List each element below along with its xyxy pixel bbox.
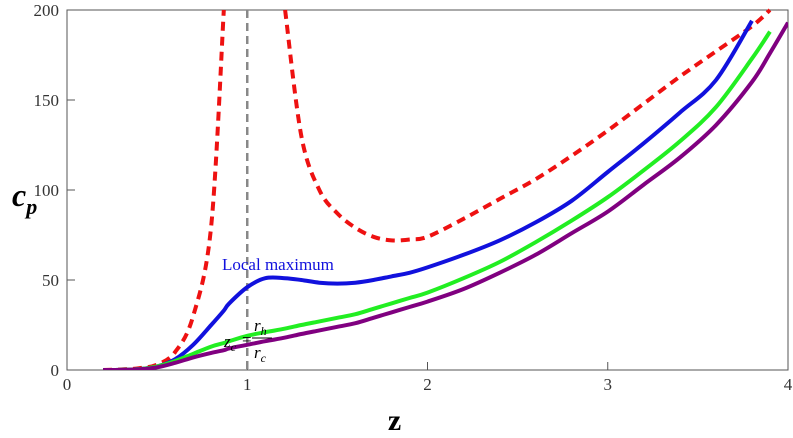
series-line bbox=[102, 8, 772, 370]
formula-num-main: r bbox=[254, 316, 261, 335]
x-tick-label: 0 bbox=[63, 375, 72, 394]
series-line bbox=[103, 19, 754, 370]
formula-num: rh bbox=[254, 316, 267, 338]
x-tick-label: 3 bbox=[604, 375, 613, 394]
y-axis-label: cp bbox=[12, 177, 37, 219]
y-tick-label: 150 bbox=[34, 91, 60, 110]
formula-lhs: zc bbox=[223, 332, 237, 354]
x-tick-label: 2 bbox=[423, 375, 432, 394]
formula-num-sub: h bbox=[261, 324, 267, 338]
series-line bbox=[103, 21, 788, 370]
formula-den-main: r bbox=[254, 343, 261, 362]
annotation: Local maximum bbox=[222, 255, 334, 274]
y-axis-label-main: c bbox=[12, 177, 26, 213]
x-axis-label: z bbox=[388, 404, 401, 437]
formula-den: rc bbox=[254, 343, 267, 365]
curves bbox=[102, 8, 788, 370]
formula-eq: = bbox=[242, 330, 252, 349]
y-tick-label: 100 bbox=[34, 181, 60, 200]
y-axis-label-sub: p bbox=[24, 194, 37, 219]
x-tick-label: 1 bbox=[243, 375, 252, 394]
y-tick-label: 200 bbox=[34, 1, 60, 20]
formula-lhs-sub: c bbox=[231, 340, 237, 354]
series-line bbox=[103, 30, 772, 370]
y-tick-label: 0 bbox=[51, 361, 60, 380]
plot-frame bbox=[66, 9, 789, 371]
formula-den-sub: c bbox=[261, 351, 267, 365]
y-tick-label: 50 bbox=[42, 271, 59, 290]
formula-lhs-main: z bbox=[223, 332, 231, 351]
x-tick-label: 4 bbox=[784, 375, 793, 394]
